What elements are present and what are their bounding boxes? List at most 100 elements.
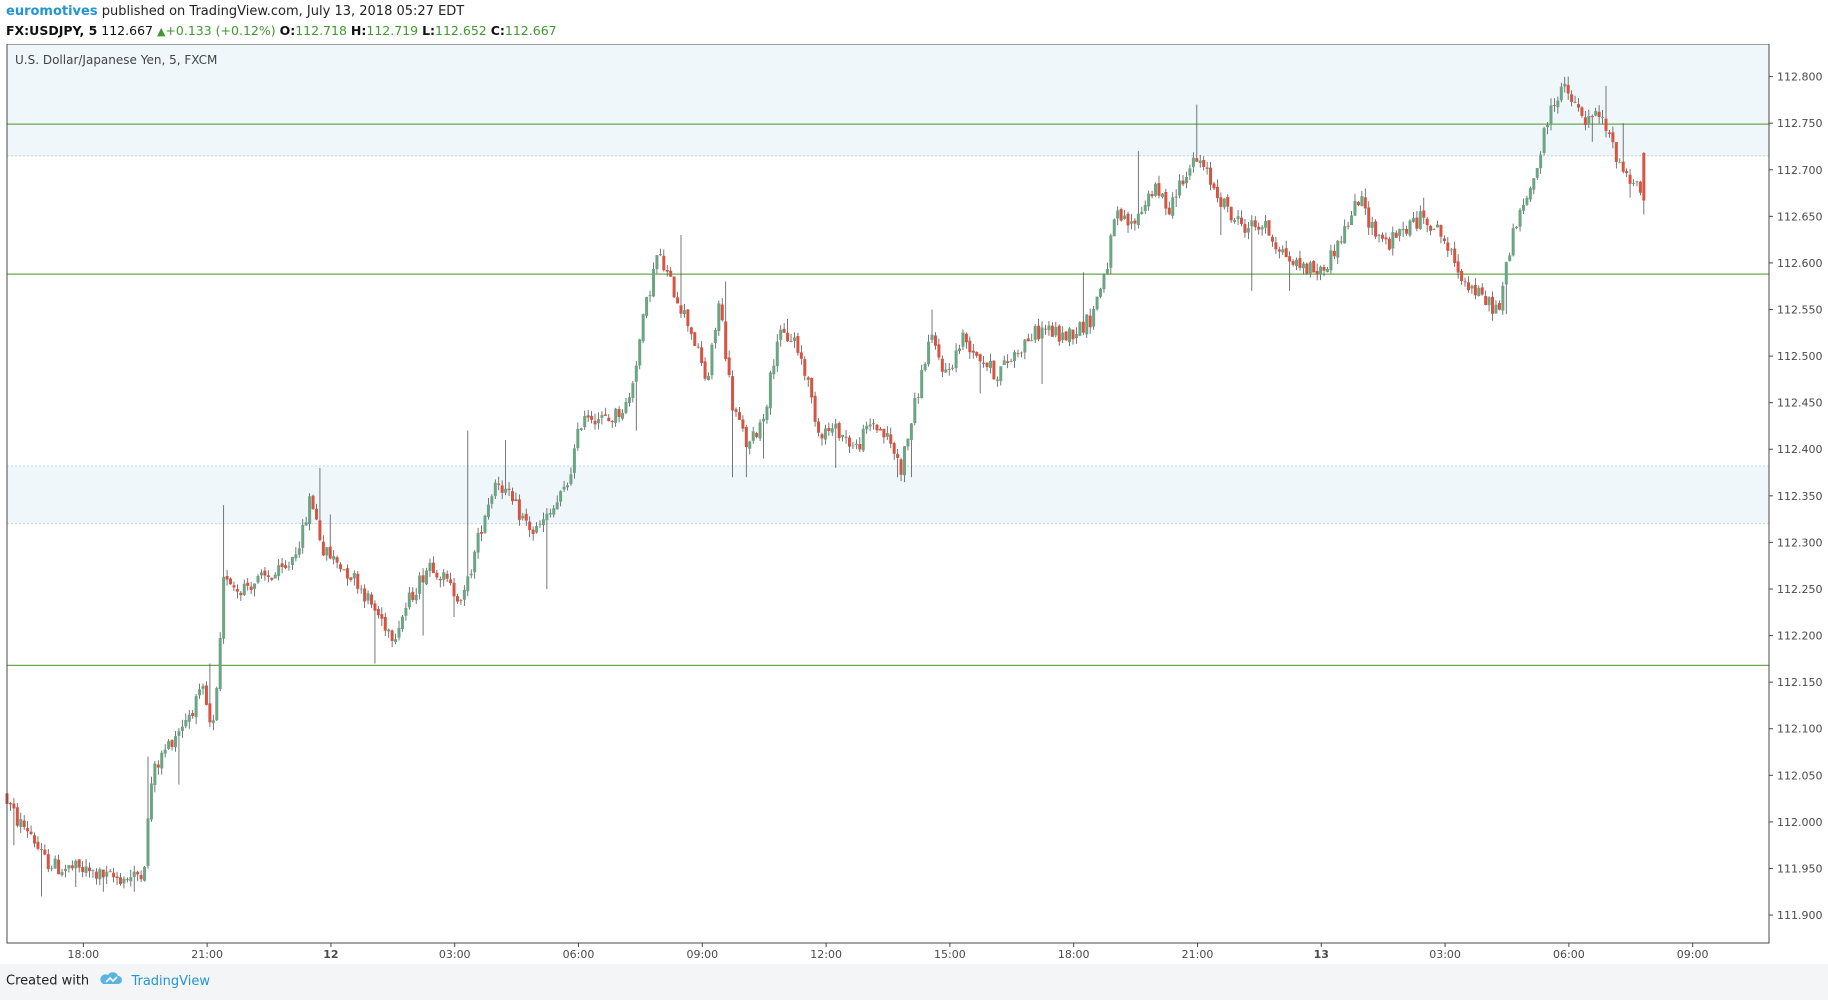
candle-body <box>545 513 549 521</box>
candle-body <box>366 593 370 601</box>
candle-body <box>81 867 85 873</box>
candle-body <box>552 508 556 515</box>
candle-body <box>1394 232 1398 238</box>
candle-body <box>1116 210 1120 219</box>
candle-body <box>12 803 16 809</box>
candle-body <box>1570 94 1574 102</box>
candle-body <box>70 865 74 869</box>
price-tick-label-9: 112.350 <box>1777 490 1823 503</box>
candle-body <box>431 562 435 574</box>
candle-body <box>514 499 518 502</box>
candle-body <box>39 849 43 850</box>
candle-body <box>1611 132 1615 143</box>
candle-body <box>1109 235 1113 268</box>
chart-area[interactable]: 112.800 112.750 112.700 112.650 112.600 112.5… <box>0 43 1828 964</box>
candle-body <box>266 575 270 578</box>
candle-body <box>1119 209 1123 221</box>
candle-body <box>167 741 171 749</box>
candle-body <box>892 443 896 454</box>
candle-body <box>1518 209 1522 227</box>
price-tick-label-15: 112.050 <box>1777 769 1823 782</box>
close-value: 112.667 <box>504 23 557 38</box>
tradingview-link[interactable]: TradingView <box>131 973 210 989</box>
candle-body <box>775 341 779 367</box>
candle-body <box>201 685 205 689</box>
candle-body <box>1576 104 1580 108</box>
candle-body <box>1006 361 1010 363</box>
candle-body <box>1305 263 1309 274</box>
candle-body <box>425 570 429 585</box>
candle-body <box>1284 248 1288 258</box>
candle-body <box>504 488 508 493</box>
candle-body <box>1092 309 1096 327</box>
candle-body <box>817 421 821 433</box>
candle-body <box>810 377 814 398</box>
candle-body <box>768 372 772 409</box>
candle-body <box>1260 227 1264 230</box>
candle-body <box>98 869 102 880</box>
price-tick-label-12: 112.200 <box>1777 630 1823 643</box>
zones-layer <box>7 43 1769 525</box>
candle-body <box>1126 213 1130 226</box>
candle-body <box>572 448 576 473</box>
candle-body <box>555 502 559 510</box>
candle-body <box>634 365 638 382</box>
candle-body <box>1614 142 1618 162</box>
candle-body <box>1105 268 1109 275</box>
candle-body <box>118 877 122 884</box>
candle-body <box>631 383 635 398</box>
candle-body <box>951 367 955 369</box>
zone-1 <box>7 466 1769 524</box>
candle-body <box>1274 242 1278 250</box>
candle-body <box>665 269 669 272</box>
candle-body <box>497 483 501 485</box>
candle-body <box>129 877 133 882</box>
time-axis[interactable]: 18:00 21:00 12 03:00 06:00 09:00 12:00 15:00 18:… <box>67 943 1709 961</box>
high-label: H: <box>350 23 367 38</box>
candle-body <box>741 419 745 429</box>
candle-body <box>823 428 827 440</box>
candle-body <box>304 522 308 526</box>
candle-body <box>1380 234 1384 239</box>
price-axis[interactable]: 112.800 112.750 112.700 112.650 112.600 112.5… <box>1769 71 1823 922</box>
price-tick-label-7: 112.450 <box>1777 397 1823 410</box>
candle-body <box>748 441 752 449</box>
candle-body <box>978 354 982 362</box>
candle-body <box>964 333 968 343</box>
candle-body <box>868 424 872 427</box>
candle-body <box>414 594 418 601</box>
candle-body <box>1607 132 1611 135</box>
candle-body <box>318 520 322 541</box>
candle-body <box>724 321 728 360</box>
price-chart[interactable]: 112.800 112.750 112.700 112.650 112.600 112.5… <box>0 43 1828 964</box>
candle-body <box>933 335 937 346</box>
candle-body <box>1112 219 1116 237</box>
candle-body <box>706 375 710 381</box>
candle-body <box>1449 249 1453 251</box>
candle-body <box>1583 117 1587 126</box>
candle-body <box>88 867 92 872</box>
candle-body <box>854 443 858 446</box>
candle-body <box>229 578 233 585</box>
candle-body <box>686 309 690 327</box>
candle-body <box>1243 224 1247 233</box>
candle-body <box>1191 157 1195 168</box>
candle-body <box>916 397 920 399</box>
candle-body <box>1102 274 1106 290</box>
candle-body <box>930 334 934 340</box>
candle-body <box>586 415 590 418</box>
candle-body <box>566 485 570 488</box>
candle-body <box>1236 216 1240 220</box>
candle-body <box>861 428 865 451</box>
candle-body <box>1525 197 1529 205</box>
symbol-label[interactable]: FX:USDJPY, 5 <box>6 23 98 38</box>
candle-body <box>603 414 607 416</box>
candle-body <box>658 254 662 256</box>
candle-body <box>383 617 387 631</box>
close-label: C: <box>490 23 505 38</box>
author-link[interactable]: euromotives <box>6 4 98 19</box>
candle-body <box>370 594 374 605</box>
candle-body <box>26 827 30 832</box>
candle-body <box>885 432 889 437</box>
candle-body <box>1387 238 1391 250</box>
